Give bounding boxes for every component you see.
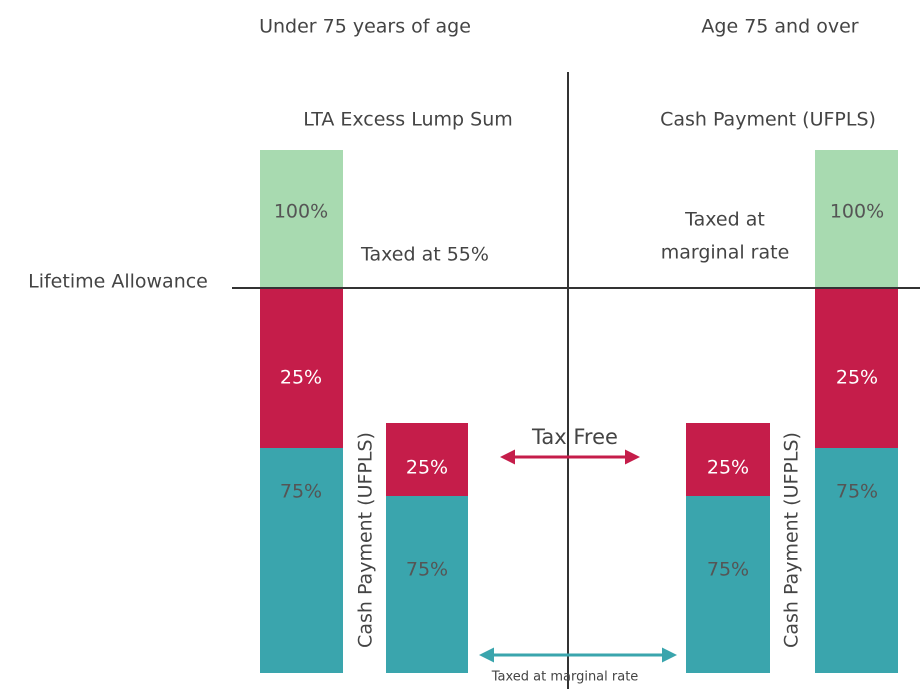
rotated-label: Cash Payment (UFPLS) [355,432,377,648]
arrow-label: Tax Free [531,425,618,449]
threshold-label: Lifetime Allowance [28,271,208,293]
bar-label: 100% [830,201,884,223]
note: Taxed at 55% [360,244,489,266]
bar-segment [260,448,343,673]
bar-label: 75% [280,481,322,503]
note: Taxed at [684,209,765,231]
bar-segment [386,423,468,496]
bar-label: 75% [406,559,448,581]
bar-label: 25% [836,367,878,389]
bar-label: 25% [406,457,448,479]
rotated-label: Cash Payment (UFPLS) [781,432,803,648]
bar-label: 25% [280,367,322,389]
arrow-label: Taxed at marginal rate [491,670,639,685]
bar-segment [260,150,343,288]
bar-segment [815,150,898,288]
bar-label: 75% [707,559,749,581]
bar-segment [386,496,468,673]
bar-label: 75% [836,481,878,503]
bar-segment [815,448,898,673]
note: marginal rate [661,242,790,264]
header: Age 75 and over [701,16,858,38]
bar-label: 25% [707,457,749,479]
bar-label: 100% [274,201,328,223]
bar-segment [686,496,770,673]
column-title: LTA Excess Lump Sum [303,109,513,131]
column-title: Cash Payment (UFPLS) [660,109,876,131]
header: Under 75 years of age [259,16,471,38]
bar-segment [260,288,343,448]
bar-segment [815,288,898,448]
bar-segment [686,423,770,496]
